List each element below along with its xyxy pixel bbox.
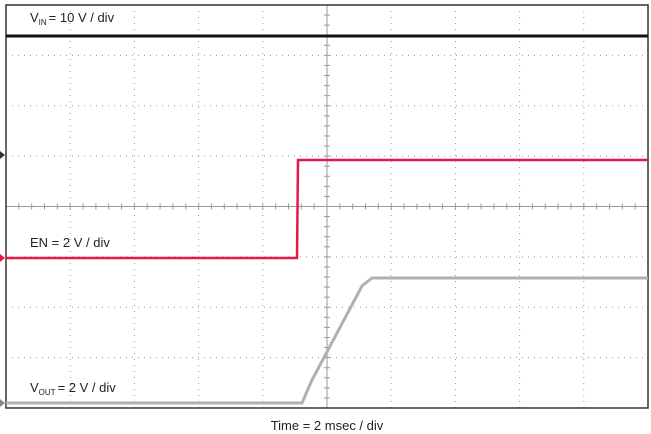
channel-marker: [0, 151, 5, 159]
en-label: EN = 2 V / div: [30, 235, 110, 250]
channel-marker: [0, 399, 5, 407]
vout-label: VOUT = 2 V / div: [30, 380, 116, 397]
vout-trace: [6, 276, 648, 405]
graticule: [5, 4, 649, 409]
channel-marker: [0, 254, 5, 262]
plot-frame: [5, 4, 649, 409]
en-trace: [6, 158, 648, 260]
vin-label: VIN = 10 V / div: [30, 10, 115, 27]
x-axis-label: Time = 2 msec / div: [271, 418, 384, 433]
